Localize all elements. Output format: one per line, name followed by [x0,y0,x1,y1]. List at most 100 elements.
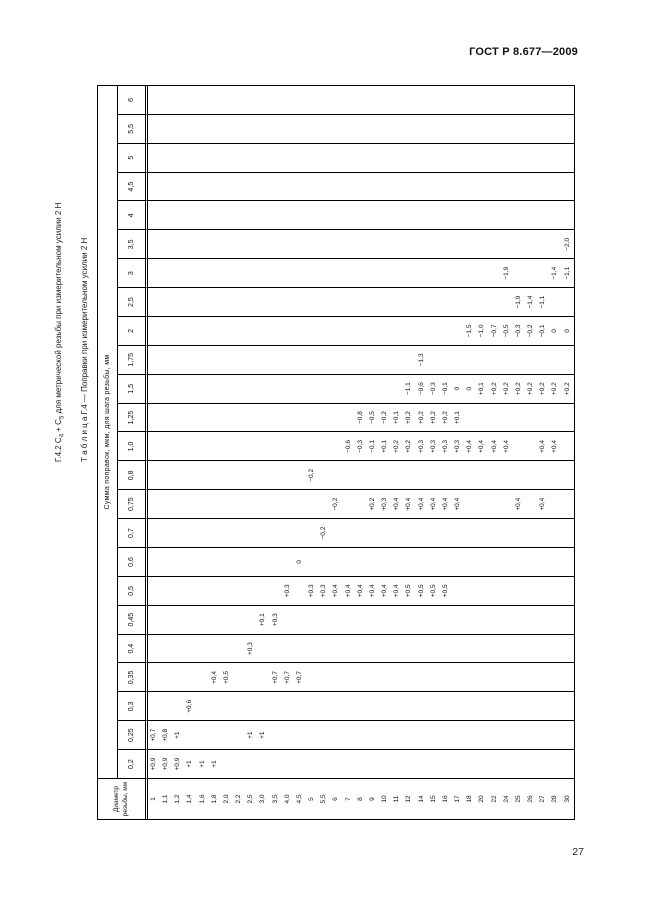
diameter-label: 1,2 [174,794,182,804]
empty-cell [354,317,368,346]
pitch-header: 1,75 [118,345,148,375]
empty-cell [427,605,441,635]
empty-cell [561,750,574,779]
empty-cell [403,143,416,173]
empty-cell [379,663,392,693]
empty-cell [354,605,368,635]
empty-cell [233,750,246,779]
empty-cell [330,634,343,664]
empty-cell [196,374,209,404]
empty-cell [269,750,282,779]
empty-cell [367,143,380,173]
empty-cell [172,86,185,115]
empty-cell [233,721,246,751]
empty-cell [245,663,258,693]
empty-cell [452,86,465,115]
empty-cell [354,461,368,491]
empty-cell [367,86,380,115]
empty-cell [245,143,258,173]
empty-cell [537,201,550,231]
correction-value: +0,4 [342,576,355,606]
table-grid: Диаметр резьбы, мм Сумма поправок, мкм, … [97,85,575,820]
empty-cell [549,519,562,548]
empty-cell [379,172,392,202]
empty-cell [306,403,319,433]
empty-cell [269,317,282,346]
diameter-label: 15 [429,795,437,803]
empty-cell [354,374,368,404]
correction-value: +0,7 [148,721,161,751]
empty-cell [221,259,234,289]
empty-cell [476,114,489,144]
empty-cell [245,432,258,462]
empty-cell [318,374,331,404]
empty-cell [549,288,562,317]
empty-cell [208,490,222,520]
empty-cell [257,114,270,144]
empty-cell [415,519,428,548]
corner-header-line1: Диаметр [113,785,121,813]
empty-cell [257,519,270,548]
empty-cell [537,461,550,491]
empty-cell [513,605,526,635]
empty-cell [342,86,355,115]
empty-cell [452,201,465,231]
empty-cell [379,519,392,548]
empty-cell [281,634,295,664]
empty-cell [354,86,368,115]
empty-cell [148,288,161,317]
empty-cell [403,663,416,693]
empty-cell [172,490,185,520]
empty-cell [208,345,222,375]
empty-cell [196,548,209,577]
empty-cell [160,259,173,289]
empty-cell [500,461,514,491]
empty-cell [233,490,246,520]
empty-cell [525,490,538,520]
empty-cell [525,143,538,173]
empty-cell [500,576,514,606]
empty-cell [367,750,380,779]
empty-cell [208,86,222,115]
empty-cell [330,692,343,722]
correction-value: −1,1 [537,288,550,317]
empty-cell [233,663,246,693]
empty-cell [318,750,331,779]
empty-cell [330,317,343,346]
empty-cell [500,143,514,173]
empty-cell [500,663,514,693]
empty-cell [196,259,209,289]
empty-cell [330,548,343,577]
empty-cell [537,663,550,693]
empty-cell [561,288,574,317]
empty-cell [561,605,574,635]
empty-cell [221,548,234,577]
empty-cell [257,403,270,433]
empty-cell [342,114,355,144]
empty-cell [318,86,331,115]
empty-cell [403,750,416,779]
empty-cell [318,605,331,635]
empty-cell [221,317,234,346]
correction-value: +1 [172,721,185,751]
empty-cell [367,317,380,346]
correction-value: −0,6 [342,432,355,462]
empty-cell [354,259,368,289]
empty-cell [379,692,392,722]
empty-cell [367,519,380,548]
empty-cell [549,345,562,375]
pitch-header: 0,35 [118,663,148,693]
empty-cell [257,288,270,317]
empty-cell [269,86,282,115]
empty-cell [415,461,428,491]
empty-cell [464,634,477,664]
empty-cell [391,634,404,664]
empty-cell [160,432,173,462]
correction-value: +0,2 [403,432,416,462]
correction-value: +0,2 [403,403,416,433]
empty-cell [281,114,295,144]
empty-cell [269,259,282,289]
empty-cell [269,201,282,231]
empty-cell [281,201,295,231]
empty-cell [391,143,404,173]
